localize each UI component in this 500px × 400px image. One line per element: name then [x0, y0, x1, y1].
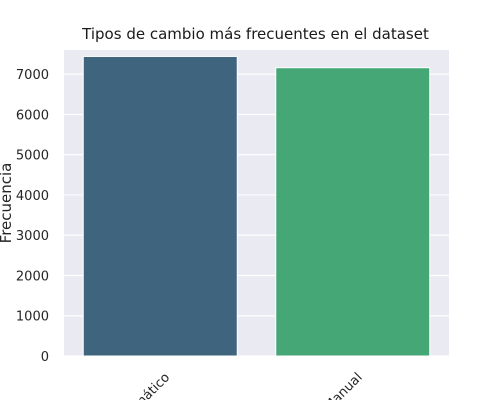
x-axis-ticks: Automático Manual — [110, 370, 366, 400]
y-tick-label: 2000 — [16, 269, 49, 284]
y-axis-label: Frecuencia — [0, 163, 15, 244]
x-tick-label: Manual — [322, 370, 366, 400]
y-tick-label: 6000 — [16, 108, 49, 123]
y-tick-label: 7000 — [16, 68, 49, 83]
y-tick-label: 0 — [41, 350, 49, 365]
chart-title: Tipos de cambio más frecuentes en el dat… — [81, 25, 429, 43]
y-tick-label: 3000 — [16, 229, 49, 244]
y-axis-ticks: 0 1000 2000 3000 4000 5000 6000 7000 — [16, 68, 49, 365]
x-tick-label: Automático — [110, 370, 173, 400]
bar — [275, 67, 431, 357]
bars — [82, 55, 431, 357]
y-tick-label: 1000 — [16, 310, 49, 325]
bar — [82, 55, 238, 357]
y-tick-label: 5000 — [16, 149, 49, 164]
y-tick-label: 4000 — [16, 189, 49, 204]
